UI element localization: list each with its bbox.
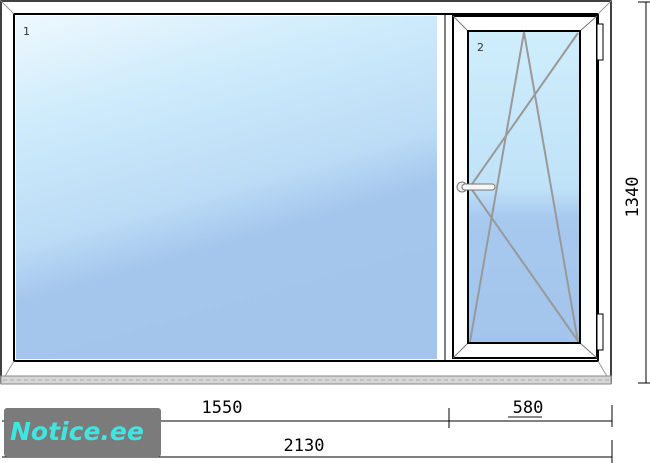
width-right-value: 580 xyxy=(513,398,544,418)
width-total-value: 2130 xyxy=(284,436,325,456)
handle-icon[interactable] xyxy=(456,181,496,193)
pane-2-sash: 2 xyxy=(452,15,604,359)
watermark-text: Notice.ee xyxy=(10,417,144,446)
width-left-value: 1550 xyxy=(202,398,243,418)
watermark-logo: Notice.ee xyxy=(4,408,161,457)
pane-1-fixed: 1 xyxy=(16,16,437,359)
height-value: 1340 xyxy=(623,177,643,218)
pane-1-label: 1 xyxy=(23,25,30,38)
dimension-height: 1340 xyxy=(623,1,650,384)
pane-2-label: 2 xyxy=(477,41,484,54)
hinge-icon xyxy=(596,23,604,351)
